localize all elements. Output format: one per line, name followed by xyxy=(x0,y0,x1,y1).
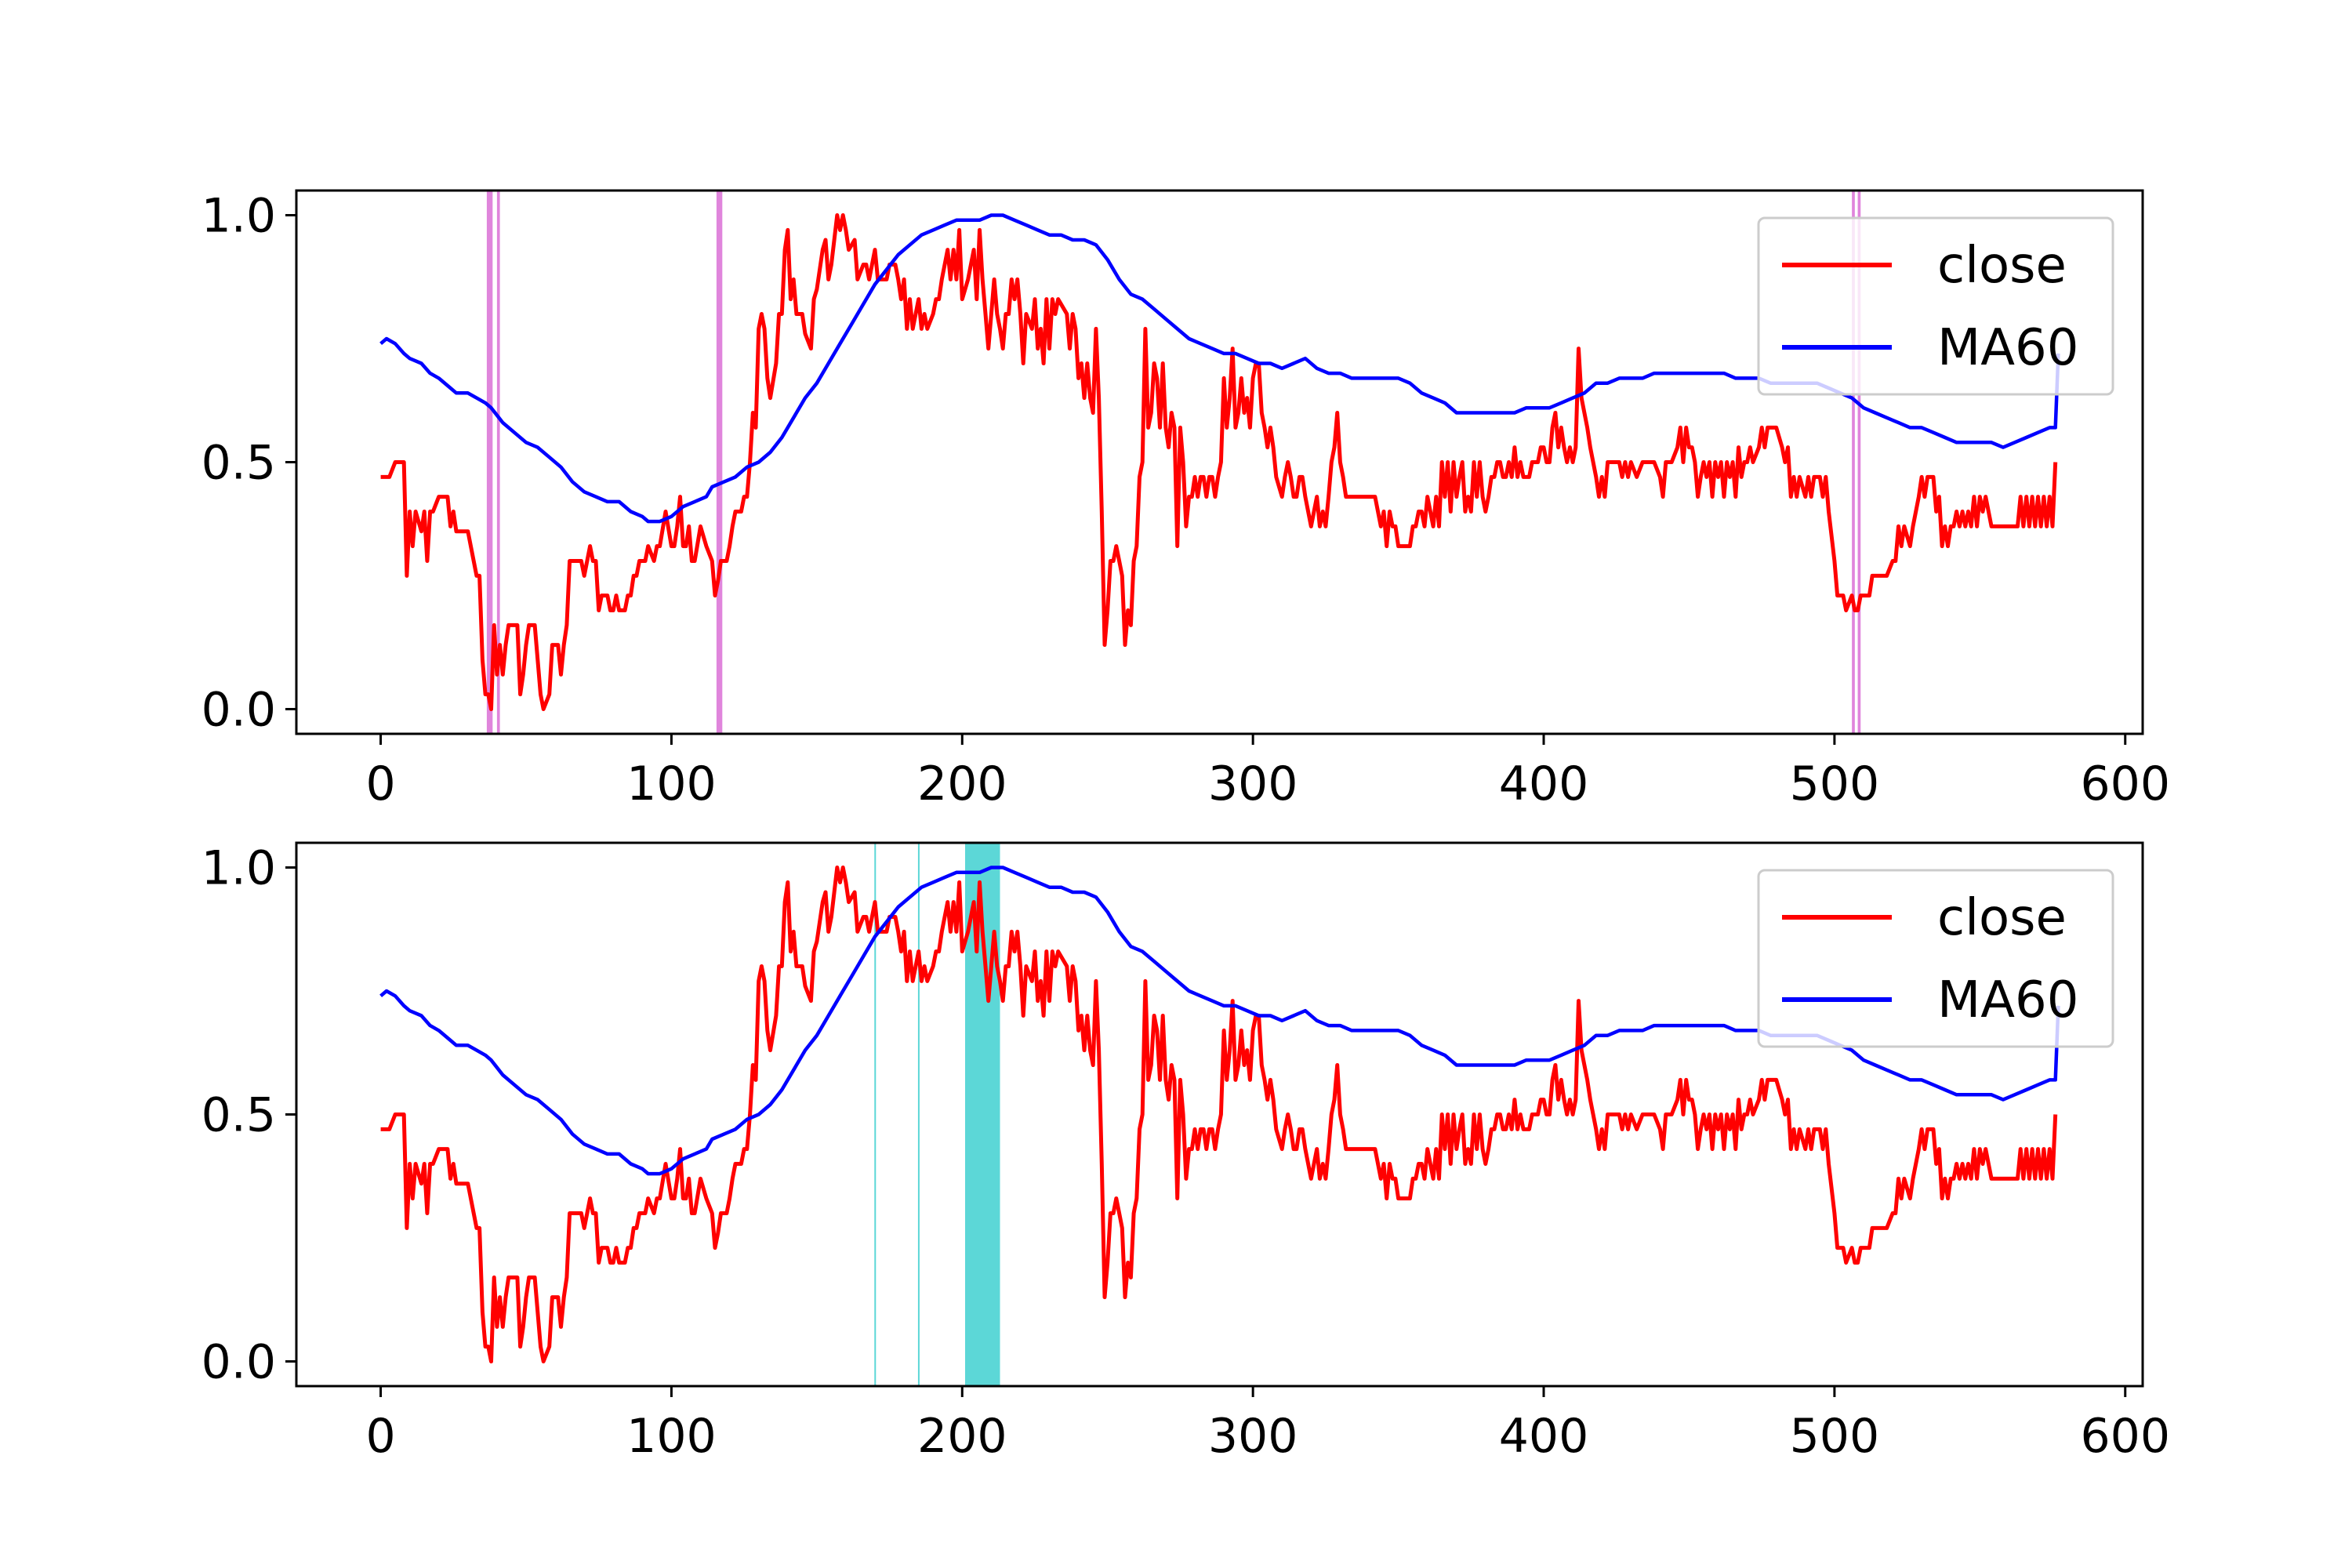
x-tick-label: 600 xyxy=(2080,1409,2170,1464)
y-tick-label: 1.0 xyxy=(201,841,276,896)
y-tick-label: 0.0 xyxy=(201,683,276,738)
highlight-band-0 xyxy=(874,843,877,1386)
legend-label-ma60: MA60 xyxy=(1937,971,2078,1029)
x-tick-label: 400 xyxy=(1499,1409,1589,1464)
y-tick-label: 0.0 xyxy=(201,1335,276,1390)
x-tick-label: 100 xyxy=(626,1409,717,1464)
x-tick-label: 300 xyxy=(1208,1409,1298,1464)
y-tick-label: 0.5 xyxy=(201,1088,276,1143)
legend-box xyxy=(1757,216,2114,396)
chart-panel-2: 0 100 200 300 400 500 600 0.0 0.5 1.0 close MA60 xyxy=(201,841,2170,1465)
highlight-band-1 xyxy=(496,191,500,734)
legend-label-close: close xyxy=(1937,889,2067,947)
chart-panel-1: 0 100 200 300 400 500 600 0.0 0.5 1.0 close MA60 xyxy=(201,189,2170,812)
y-tick-label: 0.5 xyxy=(201,436,276,491)
highlight-band-2 xyxy=(716,191,723,734)
x-tick-label: 0 xyxy=(365,757,395,811)
x-tick-label: 600 xyxy=(2080,757,2170,811)
highlight-band-3 xyxy=(1852,191,1855,734)
legend-label-close: close xyxy=(1937,237,2067,295)
series-line-close xyxy=(380,213,2058,711)
x-tick-label: 300 xyxy=(1208,757,1298,811)
legend: close MA60 xyxy=(1757,216,2114,396)
x-tick-label: 500 xyxy=(1790,1409,1880,1464)
series-line-close xyxy=(380,866,2058,1363)
x-tick-label: 200 xyxy=(917,1409,1007,1464)
x-axis: 0 100 200 300 400 500 600 xyxy=(365,734,2170,811)
highlight-bands xyxy=(486,191,1861,734)
highlight-band-1 xyxy=(917,843,920,1386)
y-tick-label: 1.0 xyxy=(201,189,276,244)
y-axis: 0.0 0.5 1.0 xyxy=(201,841,296,1390)
y-axis: 0.0 0.5 1.0 xyxy=(201,189,296,738)
highlight-band-4 xyxy=(1857,191,1861,734)
legend-label-ma60: MA60 xyxy=(1937,319,2078,377)
x-tick-label: 400 xyxy=(1499,757,1589,811)
x-tick-label: 500 xyxy=(1790,757,1880,811)
legend-box xyxy=(1757,869,2114,1048)
x-tick-label: 100 xyxy=(626,757,717,811)
legend: close MA60 xyxy=(1757,869,2114,1048)
highlight-band-0 xyxy=(486,191,493,734)
x-tick-label: 200 xyxy=(917,757,1007,811)
x-tick-label: 0 xyxy=(365,1409,395,1464)
x-axis: 0 100 200 300 400 500 600 xyxy=(365,1386,2170,1464)
